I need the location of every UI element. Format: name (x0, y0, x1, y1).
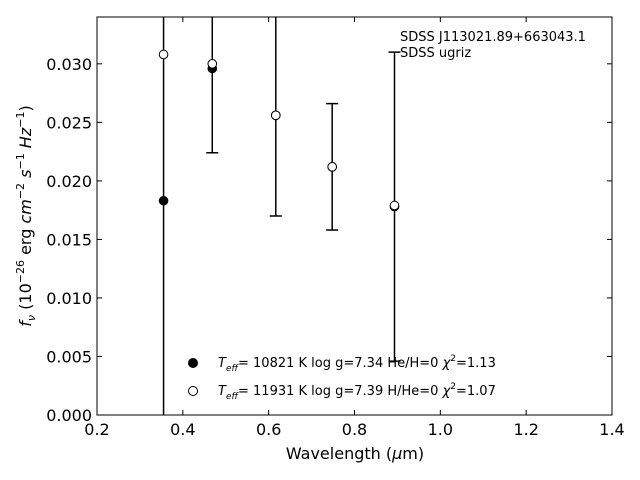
error-bars (162, 17, 401, 415)
y-tick-label: 0.030 (46, 55, 92, 74)
legend-marker-open (188, 386, 198, 396)
model-point-filled (158, 195, 169, 206)
annotation-object-name: SDSS J113021.89+663043.1 (400, 30, 586, 45)
legend: Teff= 10821 K log g=7.34 He/H=0 χ2=1.13 … (188, 354, 496, 402)
model-point-open (207, 59, 218, 69)
y-tick-label: 0.005 (46, 347, 92, 366)
x-tick-label: 1.4 (599, 420, 624, 439)
x-tick-label: 1.2 (513, 420, 538, 439)
model-point-open (158, 49, 169, 60)
data-points (158, 49, 400, 212)
legend-entry-open: Teff= 11931 K log g=7.39 H/He=0 χ2=1.07 (218, 382, 496, 402)
x-tick-label: 0.4 (170, 420, 195, 439)
x-axis: 0.2 0.4 0.6 0.8 1.0 1.2 1.4 (84, 17, 625, 439)
x-tick-label: 0.2 (84, 420, 109, 439)
x-tick-label: 0.6 (256, 420, 281, 439)
y-tick-label: 0.000 (46, 406, 92, 425)
annotation-survey: SDSS ugriz (400, 46, 471, 61)
y-tick-label: 0.025 (46, 113, 92, 132)
x-tick-label: 0.8 (342, 420, 367, 439)
y-axis: 0.000 0.005 0.010 0.015 0.020 0.025 0.030 (46, 55, 612, 425)
model-point-open (327, 162, 337, 172)
model-point-open (270, 110, 281, 121)
legend-entry-filled: Teff= 10821 K log g=7.34 He/H=0 χ2=1.13 (218, 354, 496, 374)
x-tick-label: 1.0 (428, 420, 453, 439)
y-tick-label: 0.015 (46, 230, 92, 249)
x-axis-label: Wavelength (μm) (286, 444, 424, 463)
model-point-open (389, 200, 400, 211)
y-axis-label: fν (10−26 erg cm−2 s−1 Hz−1) (14, 105, 38, 326)
y-tick-label: 0.020 (46, 172, 92, 191)
y-tick-label: 0.010 (46, 289, 92, 308)
legend-marker-filled (188, 358, 198, 368)
